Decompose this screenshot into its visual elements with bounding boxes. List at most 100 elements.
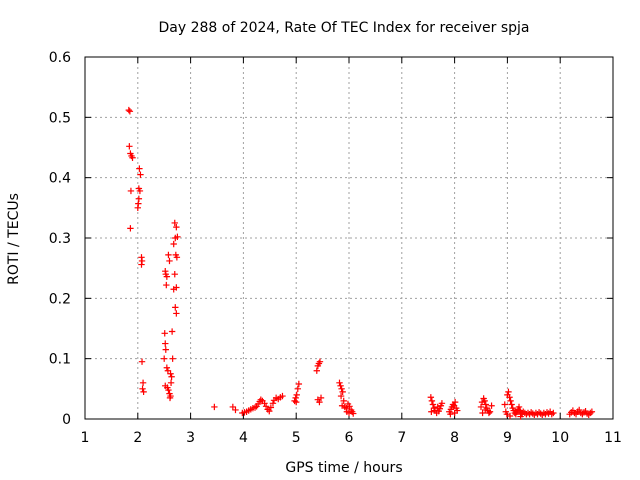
data-point: [163, 281, 170, 289]
y-tick-label: 0.3: [49, 231, 71, 247]
data-point: [173, 254, 181, 261]
data-point: [340, 397, 347, 405]
data-point: [486, 408, 494, 415]
data-point: [173, 223, 180, 231]
x-tick-label: 11: [604, 430, 622, 446]
data-point: [170, 240, 177, 248]
data-point: [161, 355, 168, 362]
data-point: [295, 380, 303, 388]
data-point: [173, 284, 180, 291]
data-point: [172, 234, 179, 242]
data-point: [169, 355, 176, 362]
data-point: [139, 379, 147, 386]
data-point: [485, 409, 493, 417]
data-point: [429, 401, 437, 408]
data-point: [346, 403, 353, 410]
data-point: [507, 397, 514, 405]
data-point: [168, 373, 175, 380]
data-point: [127, 187, 135, 195]
data-point: [427, 394, 435, 401]
data-point: [339, 388, 346, 396]
data-point: [428, 408, 435, 415]
data-point: [138, 358, 146, 365]
data-point: [482, 406, 489, 414]
data-point: [294, 385, 301, 393]
data-point: [537, 410, 544, 417]
data-point: [438, 400, 446, 407]
data-point: [171, 219, 178, 227]
data-point: [173, 310, 180, 317]
chart-title: Day 288 of 2024, Rate Of TEC Index for r…: [158, 20, 529, 36]
data-point: [313, 367, 320, 374]
data-point: [166, 394, 174, 402]
data-point: [337, 392, 345, 400]
y-axis-label: ROTI / TECUs: [6, 193, 22, 285]
data-point: [482, 401, 489, 408]
data-point: [136, 165, 143, 172]
data-point: [488, 402, 495, 409]
data-point: [345, 409, 353, 417]
data-point: [162, 340, 169, 347]
x-tick-label: 6: [345, 430, 354, 446]
data-point: [336, 379, 343, 386]
data-point: [428, 397, 436, 405]
data-point: [451, 398, 459, 406]
data-point: [267, 404, 275, 411]
data-point: [136, 187, 144, 195]
x-axis-label: GPS time / hours: [285, 460, 402, 476]
data-point: [172, 304, 179, 311]
data-point: [447, 410, 454, 418]
data-point: [524, 409, 532, 417]
data-point: [517, 413, 524, 420]
data-point: [477, 403, 485, 411]
y-tick-label: 0.1: [49, 352, 71, 368]
data-point: [140, 388, 147, 396]
y-tick-label: 0.2: [49, 291, 71, 307]
data-point: [279, 392, 286, 400]
data-point: [171, 271, 178, 278]
data-point: [139, 385, 146, 393]
data-point: [338, 385, 345, 393]
data-point: [138, 261, 145, 268]
data-point: [126, 108, 134, 115]
data-point: [269, 400, 277, 407]
y-tick-label: 0.5: [49, 110, 71, 126]
data-point: [166, 257, 173, 265]
y-tick-label: 0.4: [49, 171, 71, 187]
data-point: [451, 409, 458, 417]
data-points: [125, 106, 596, 420]
data-point: [291, 397, 298, 405]
data-point: [162, 346, 169, 353]
data-point: [165, 386, 172, 394]
data-point: [126, 143, 133, 150]
data-point: [350, 410, 357, 417]
data-point: [506, 394, 513, 401]
data-point: [165, 251, 172, 259]
data-point: [163, 364, 171, 371]
data-point: [337, 382, 344, 390]
data-point: [316, 398, 323, 406]
x-tick-label: 1: [81, 430, 90, 446]
y-tick-label: 0: [62, 412, 71, 428]
data-point: [168, 328, 176, 335]
data-point: [262, 403, 270, 410]
x-tick-label: 4: [239, 430, 248, 446]
data-point: [266, 407, 273, 415]
data-point: [515, 403, 523, 411]
data-point: [161, 330, 168, 337]
data-point: [232, 406, 239, 414]
data-point: [588, 408, 596, 415]
x-tick-label: 8: [450, 430, 459, 446]
data-point: [137, 171, 144, 178]
data-point: [134, 204, 141, 212]
data-point: [434, 403, 441, 411]
data-point: [529, 410, 536, 417]
data-point: [211, 403, 218, 411]
data-point: [505, 388, 512, 396]
tick-labels: 1 2 3 4 5 6 7 8 9 10 11 0 0.1 0.2 0.3 0.4 0.5 0.6: [49, 50, 622, 446]
grid-lines: [85, 57, 613, 419]
x-tick-label: 10: [551, 430, 569, 446]
data-point: [481, 397, 488, 405]
y-tick-label: 0.6: [49, 50, 71, 66]
